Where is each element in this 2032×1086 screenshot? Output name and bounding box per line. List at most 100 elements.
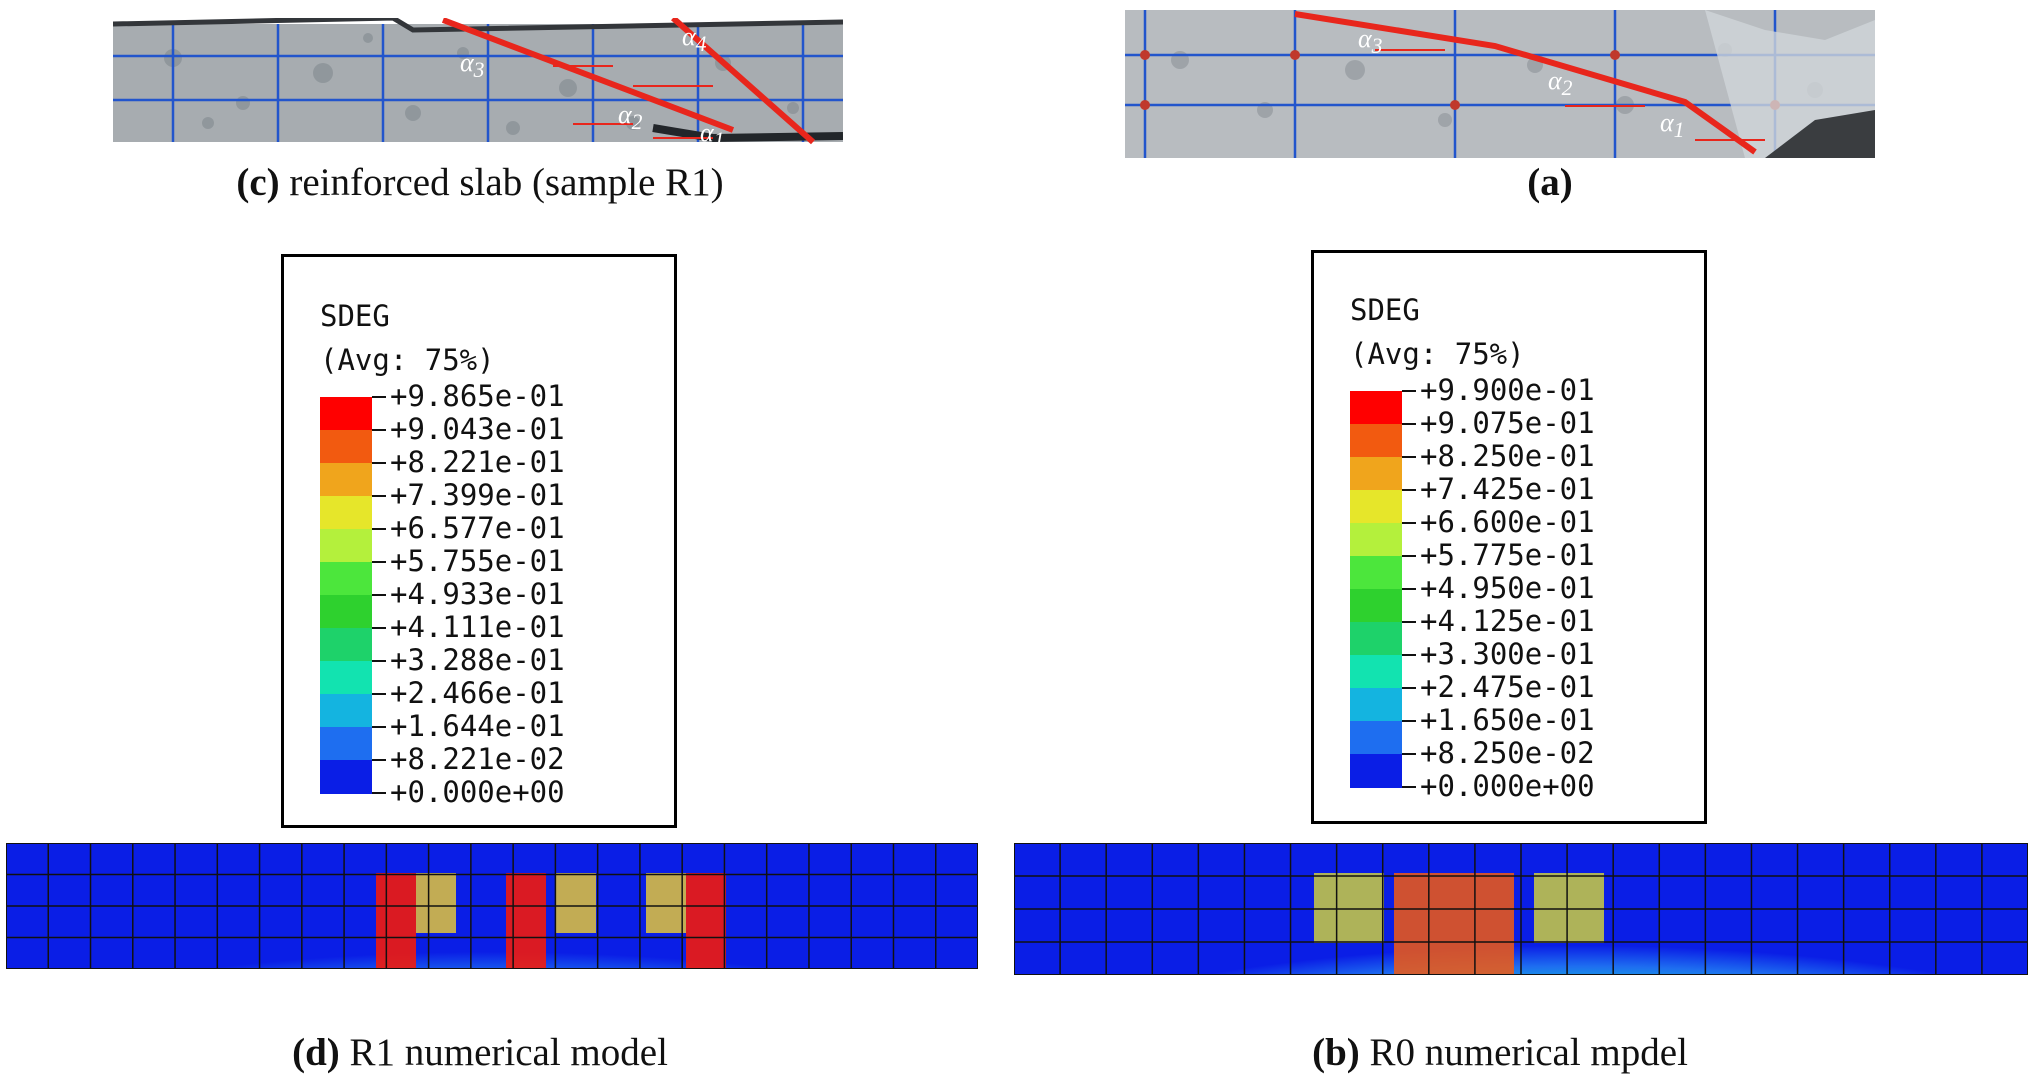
- color-swatch: [1350, 622, 1402, 656]
- color-swatch: [320, 595, 372, 629]
- legend-tick-mark: [1402, 588, 1416, 590]
- color-swatch: [1350, 556, 1402, 590]
- legend-tick-mark: [1402, 786, 1416, 788]
- color-swatch: [1350, 589, 1402, 623]
- color-swatch: [1350, 424, 1402, 458]
- legend-tick-mark: [372, 792, 386, 794]
- slab-photo-r0: [1125, 10, 1875, 158]
- color-swatch: [1350, 655, 1402, 689]
- legend-tick-mark: [372, 396, 386, 398]
- crack-lines-a: [1294, 11, 1757, 155]
- legend-tick-mark: [372, 528, 386, 530]
- color-scale-right: [1350, 391, 1402, 788]
- color-swatch: [320, 661, 372, 695]
- color-swatch: [320, 463, 372, 497]
- color-swatch: [320, 628, 372, 662]
- legend-tick-mark: [372, 759, 386, 761]
- legend-tick-label: +1.644e-01: [390, 709, 565, 743]
- legend-tick-label: +9.043e-01: [390, 412, 565, 446]
- legend-tick-mark: [372, 429, 386, 431]
- legend-tick-label: +2.475e-01: [1420, 670, 1595, 704]
- legend-tick-label: +5.775e-01: [1420, 538, 1595, 572]
- legend-tick-mark: [372, 627, 386, 629]
- legend-tick-label: +9.900e-01: [1420, 373, 1595, 407]
- legend-tick-label: +4.933e-01: [390, 577, 565, 611]
- color-swatch: [1350, 457, 1402, 491]
- color-swatch: [320, 397, 372, 431]
- color-swatch: [1350, 688, 1402, 722]
- alpha-1: α1: [700, 118, 725, 153]
- legend-tick-mark: [1402, 390, 1416, 392]
- color-swatch: [320, 430, 372, 464]
- legend-tick-label: +7.399e-01: [390, 478, 565, 512]
- caption-c: (c) reinforced slab (sample R1): [236, 161, 724, 204]
- legend-tick-mark: [1402, 687, 1416, 689]
- legend-tick-label: +4.125e-01: [1420, 604, 1595, 638]
- legend-tick-mark: [372, 462, 386, 464]
- color-swatch: [1350, 523, 1402, 557]
- legend-tick-label: +6.577e-01: [390, 511, 565, 545]
- legend-tick-label: +8.250e-01: [1420, 439, 1595, 473]
- legend-tick-mark: [1402, 456, 1416, 458]
- legend-subtitle-right: (Avg: 75%): [1350, 337, 1525, 371]
- color-swatch: [1350, 391, 1402, 425]
- legend-tick-label: +2.466e-01: [390, 676, 565, 710]
- color-swatch: [320, 562, 372, 596]
- legend-tick-label: +8.221e-01: [390, 445, 565, 479]
- color-swatch: [1350, 721, 1402, 755]
- caption-b: (b) R0 numerical mpdel: [1312, 1031, 1688, 1074]
- legend-tick-mark: [1402, 423, 1416, 425]
- legend-tick-label: +6.600e-01: [1420, 505, 1595, 539]
- color-swatch: [1350, 490, 1402, 524]
- legend-tick-label: +7.425e-01: [1420, 472, 1595, 506]
- legend-tick-label: +4.111e-01: [390, 610, 565, 644]
- color-swatch: [320, 694, 372, 728]
- legend-tick-label: +8.221e-02: [390, 742, 565, 776]
- caption-d: (d) R1 numerical model: [292, 1031, 668, 1074]
- color-swatch: [1350, 754, 1402, 788]
- legend-tick-label: +8.250e-02: [1420, 736, 1595, 770]
- alpha-a3: α3: [1358, 24, 1383, 59]
- legend-tick-label: +1.650e-01: [1420, 703, 1595, 737]
- legend-tick-mark: [372, 726, 386, 728]
- legend-tick-label: +9.865e-01: [390, 379, 565, 413]
- legend-title-left: SDEG: [320, 299, 390, 333]
- legend-tick-mark: [372, 495, 386, 497]
- alpha-4: α4: [682, 22, 707, 57]
- legend-box-right: SDEG (Avg: 75%) +9.900e-01 +9.075e-01 +8.2…: [1311, 250, 1707, 824]
- legend-tick-mark: [372, 561, 386, 563]
- color-swatch: [320, 529, 372, 563]
- legend-tick-mark: [1402, 720, 1416, 722]
- fem-contour-r1: [6, 843, 978, 969]
- alpha-2: α2: [618, 100, 643, 135]
- alpha-3: α3: [460, 48, 485, 83]
- color-scale-left: [320, 397, 372, 794]
- caption-a: (a): [1527, 161, 1573, 204]
- alpha-a1: α1: [1660, 108, 1685, 143]
- legend-tick-label: +0.000e+00: [390, 775, 565, 809]
- legend-tick-label: +5.755e-01: [390, 544, 565, 578]
- color-swatch: [320, 496, 372, 530]
- legend-tick-mark: [1402, 522, 1416, 524]
- crack-lines: [441, 18, 815, 145]
- legend-tick-label: +3.288e-01: [390, 643, 565, 677]
- legend-tick-label: +0.000e+00: [1420, 769, 1595, 803]
- alpha-a2: α2: [1548, 66, 1573, 101]
- color-swatch: [320, 760, 372, 794]
- legend-subtitle-left: (Avg: 75%): [320, 343, 495, 377]
- fem-contour-r0: [1014, 843, 2028, 975]
- legend-tick-mark: [372, 693, 386, 695]
- legend-tick-mark: [1402, 621, 1416, 623]
- legend-box-left: SDEG (Avg: 75%) +9.865e-01 +9.043e-01 +8.2…: [281, 254, 677, 828]
- legend-tick-mark: [1402, 555, 1416, 557]
- slab-photo-r1: [113, 18, 843, 145]
- legend-tick-mark: [1402, 654, 1416, 656]
- legend-tick-label: +3.300e-01: [1420, 637, 1595, 671]
- legend-title-right: SDEG: [1350, 293, 1420, 327]
- legend-tick-mark: [1402, 489, 1416, 491]
- legend-tick-label: +9.075e-01: [1420, 406, 1595, 440]
- legend-tick-mark: [372, 660, 386, 662]
- legend-tick-mark: [1402, 753, 1416, 755]
- legend-tick-mark: [372, 594, 386, 596]
- color-swatch: [320, 727, 372, 761]
